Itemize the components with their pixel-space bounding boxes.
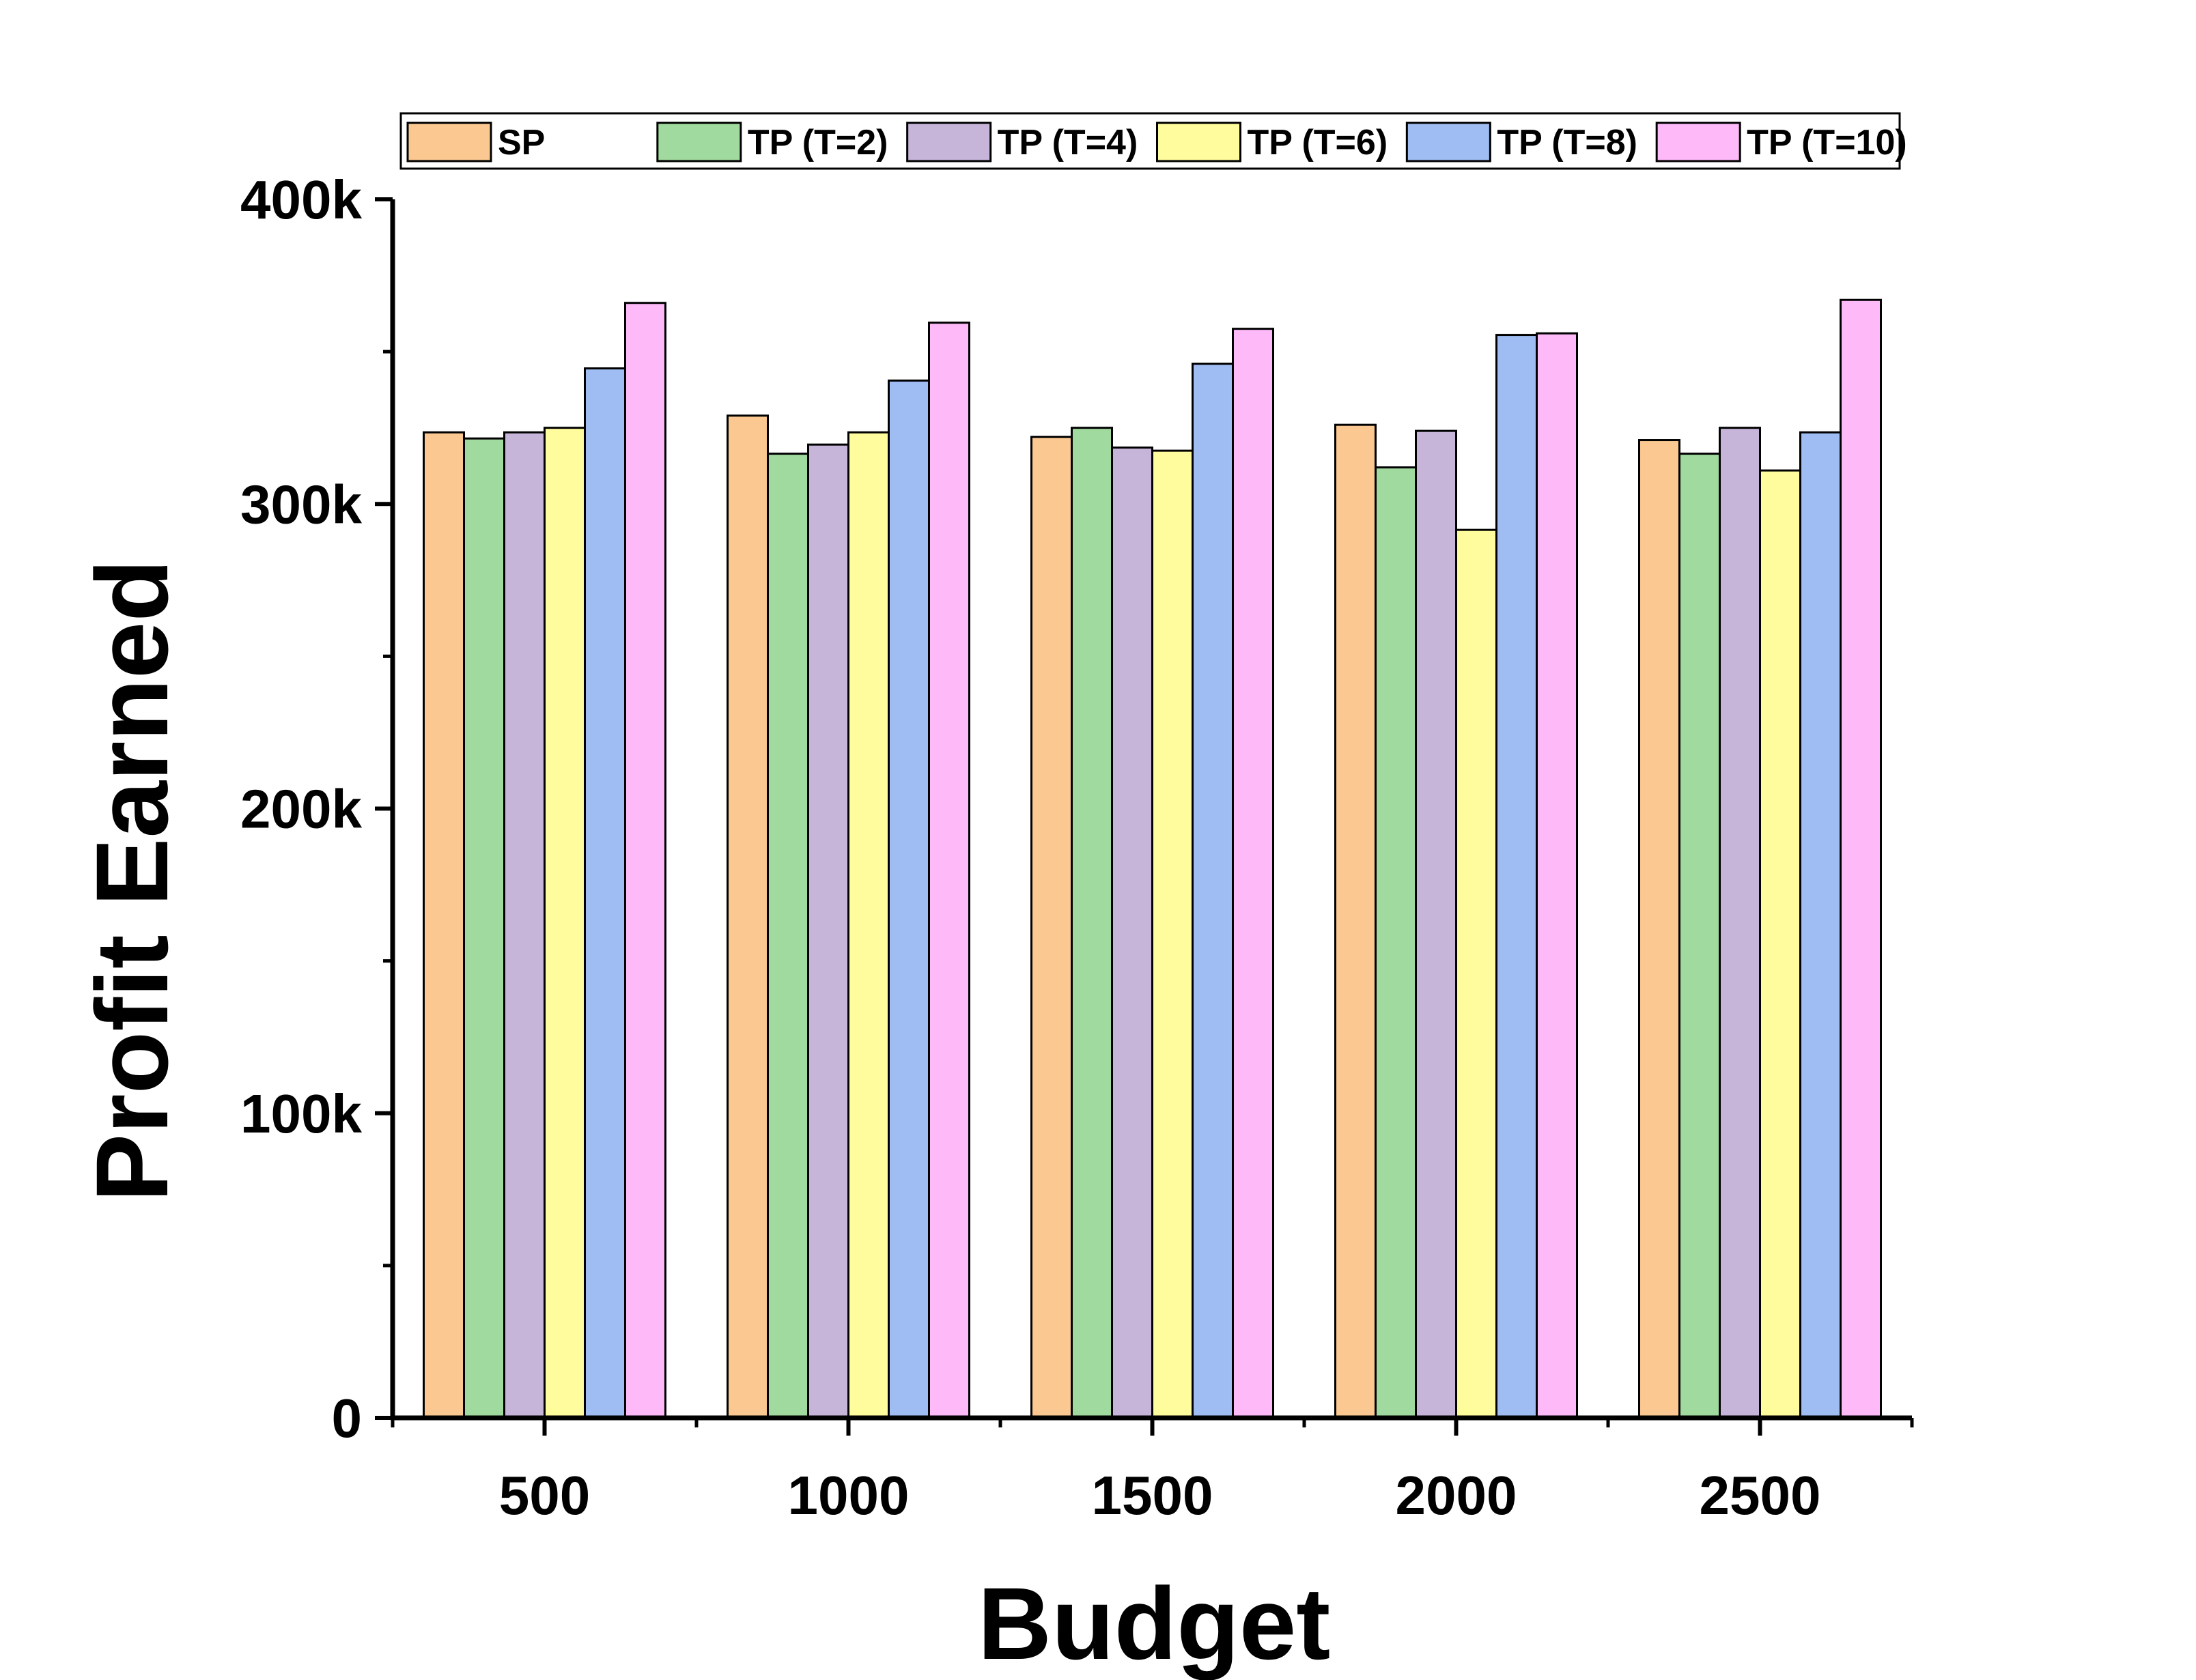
- x-tick-label: 500: [499, 1465, 590, 1526]
- plot-area: [423, 298, 1882, 1419]
- bar-500-series-2: [463, 437, 505, 1419]
- legend-swatch: [906, 122, 992, 162]
- bar-2500-series-5: [1799, 431, 1842, 1419]
- y-tick-label: 400k: [240, 169, 362, 230]
- bar-500-series-4: [544, 427, 586, 1419]
- x-tick-label: 2500: [1700, 1465, 1821, 1526]
- legend-label: TP (T=6): [1248, 123, 1388, 162]
- legend-box: [399, 112, 1901, 170]
- y-tick-label: 200k: [240, 779, 362, 840]
- bar-2500-series-1: [1638, 439, 1680, 1419]
- x-axis-title: Budget: [978, 1566, 1331, 1680]
- bar-2500-series-6: [1840, 298, 1882, 1419]
- legend-label: TP (T=8): [1497, 123, 1637, 162]
- bar-2500-series-4: [1759, 469, 1801, 1419]
- bar-1000-series-5: [888, 380, 930, 1419]
- legend-label: TP (T=4): [998, 123, 1138, 162]
- legend-swatch: [1405, 122, 1491, 162]
- bar-1000-series-2: [767, 453, 809, 1419]
- bar-1000-series-3: [807, 443, 849, 1419]
- bar-1500-series-2: [1071, 427, 1113, 1419]
- bar-500-series-1: [423, 431, 465, 1419]
- bar-500-series-3: [503, 431, 546, 1419]
- bar-1500-series-5: [1192, 362, 1234, 1419]
- x-axis: 500 1000 1500 2000 2500: [391, 1415, 1914, 1526]
- bar-1000-series-1: [727, 414, 769, 1419]
- y-tick-label: 0: [332, 1388, 363, 1449]
- bar-2000-series-4: [1455, 528, 1497, 1419]
- bar-2000-series-5: [1495, 334, 1538, 1419]
- legend: SP TP (T=2) TP (T=4) TP (T=6) TP (T=8) TP (T=…: [399, 112, 1907, 170]
- legend-swatch: [656, 122, 742, 162]
- bar-1500-series-4: [1151, 449, 1194, 1419]
- bar-1000-series-4: [847, 431, 890, 1419]
- y-tick-label: 100k: [240, 1083, 362, 1144]
- x-tick-label: 1000: [788, 1465, 910, 1526]
- bar-1500-series-6: [1232, 328, 1274, 1419]
- legend-label: TP (T=2): [748, 123, 888, 162]
- bar-2500-series-2: [1678, 453, 1721, 1419]
- bar-2000-series-1: [1334, 423, 1377, 1419]
- x-tick-label: 2000: [1396, 1465, 1517, 1526]
- bar-1000-series-6: [928, 322, 970, 1419]
- legend-swatch: [406, 122, 492, 162]
- legend-label: SP: [498, 123, 545, 162]
- bar-1500-series-1: [1030, 436, 1073, 1419]
- bar-500-series-5: [584, 367, 626, 1419]
- bar-2000-series-2: [1375, 466, 1417, 1419]
- bar-500-series-6: [624, 302, 666, 1419]
- legend-swatch: [1655, 122, 1741, 162]
- y-axis-title: Profit Earned: [74, 559, 189, 1202]
- bar-2000-series-6: [1536, 332, 1578, 1419]
- bar-2000-series-3: [1415, 429, 1457, 1419]
- legend-label: TP (T=10): [1747, 123, 1907, 162]
- bar-1500-series-3: [1111, 446, 1153, 1419]
- legend-swatch: [1156, 122, 1241, 162]
- y-axis: 0 100k 200k 300k 400k: [240, 169, 395, 1449]
- bar-2500-series-3: [1719, 427, 1761, 1419]
- x-tick-label: 1500: [1092, 1465, 1213, 1526]
- y-tick-label: 300k: [240, 474, 362, 535]
